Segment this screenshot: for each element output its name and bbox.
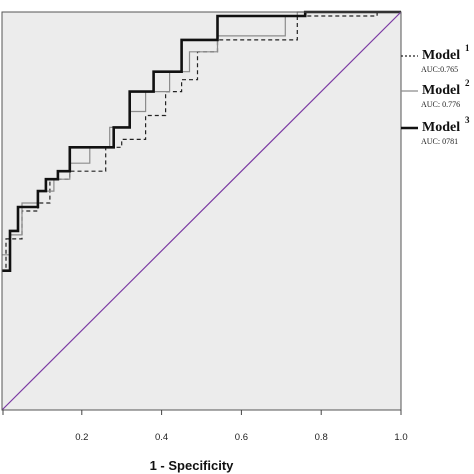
legend-series-number: 1 [465, 43, 470, 53]
x-tick-label: 0.4 [155, 432, 168, 443]
legend-series-name: Model [422, 48, 460, 63]
legend-auc-value: AUC:0.765 [421, 65, 458, 74]
legend-series-name: Model [422, 83, 460, 98]
legend-series-name: Model [422, 120, 460, 135]
x-axis: 0.2 0.4 0.6 0.8 1.0 [2, 410, 408, 443]
x-tick-label: 0.2 [75, 432, 88, 443]
x-tick-label: 0.8 [315, 432, 328, 443]
plot-frame [1, 11, 402, 411]
x-axis-label: 1 - Specificity [150, 458, 235, 473]
legend-series-number: 3 [465, 115, 470, 125]
legend: Model 1 AUC:0.765 Model 2 AUC: 0.776 Model 3 AUC… [401, 43, 470, 146]
legend-auc-value: AUC: 0.776 [421, 100, 460, 109]
series-line-1 [2, 11, 401, 272]
x-tick-label: 1.0 [394, 432, 407, 443]
series-line-reference [1, 11, 402, 411]
series-lines [1, 10, 402, 411]
legend-auc-value: AUC: 0781 [421, 137, 458, 146]
series-line-3 [2, 10, 401, 273]
legend-series-number: 2 [465, 78, 470, 88]
x-tick-label: 0.6 [235, 432, 248, 443]
